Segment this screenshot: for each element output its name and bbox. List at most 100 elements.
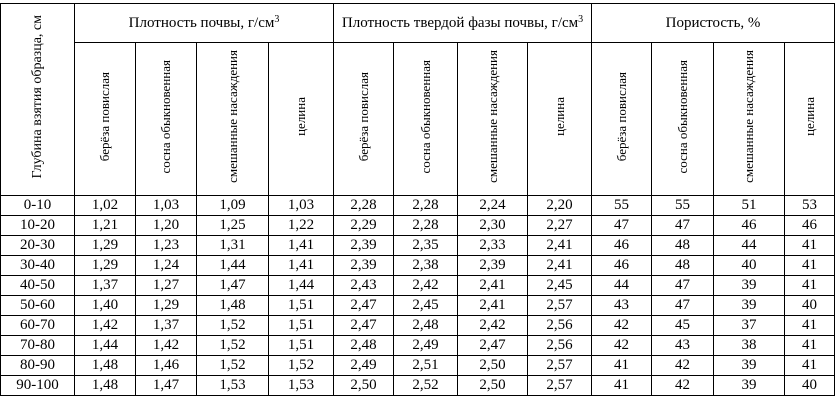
value-cell: 39 <box>713 375 786 396</box>
group-header-porosity: Пористость, % <box>591 3 835 43</box>
value-cell: 2,52 <box>393 375 459 396</box>
table-body: 0-10 1,02 1,03 1,09 1,03 2,28 2,28 2,24 2,20 55 55… <box>0 195 835 396</box>
value-cell: 1,42 <box>74 315 136 336</box>
depth-cell: 0-10 <box>0 195 75 216</box>
subcolumn-label: берёза повислая <box>97 71 112 162</box>
value-cell: 2,42 <box>393 275 459 296</box>
subcolumn-header: смешанные насаждения <box>196 42 269 196</box>
subcolumn-label: сосна обыкновенная <box>674 59 690 174</box>
subcolumn-header: берёза повислая <box>74 42 136 196</box>
value-cell: 47 <box>591 215 653 236</box>
value-cell: 2,51 <box>393 355 459 376</box>
subcolumn-header: смешанные насаждения <box>457 42 529 196</box>
soil-properties-table: Глубина взятия образца, см Плотность поч… <box>0 3 835 396</box>
value-cell: 40 <box>784 375 835 396</box>
value-cell: 2,47 <box>457 335 529 356</box>
value-cell: 41 <box>784 255 835 276</box>
value-cell: 2,49 <box>333 355 395 376</box>
value-cell: 2,50 <box>457 375 529 396</box>
subcolumn-header: берёза повислая <box>333 42 395 196</box>
value-cell: 39 <box>713 355 786 376</box>
value-cell: 2,49 <box>393 335 459 356</box>
table-row: 10-20 1,21 1,20 1,25 1,22 2,29 2,28 2,30 2,27 47 4… <box>0 215 835 236</box>
subcolumn-header: смешанные насаждения <box>713 42 786 196</box>
value-cell: 2,57 <box>527 295 593 316</box>
value-cell: 2,20 <box>527 195 593 216</box>
value-cell: 1,29 <box>74 235 136 256</box>
value-cell: 1,24 <box>135 255 197 276</box>
value-cell: 2,41 <box>457 275 529 296</box>
value-cell: 1,53 <box>267 375 335 396</box>
table-row: 50-60 1,40 1,29 1,48 1,51 2,47 2,45 2,41 2,57 43 4… <box>0 295 835 316</box>
value-cell: 1,31 <box>196 235 269 256</box>
value-cell: 1,40 <box>74 295 136 316</box>
value-cell: 46 <box>784 215 835 236</box>
value-cell: 1,09 <box>196 195 269 216</box>
value-cell: 2,38 <box>393 255 459 276</box>
value-cell: 1,52 <box>196 315 269 336</box>
value-cell: 1,51 <box>267 315 335 336</box>
depth-cell: 50-60 <box>0 295 75 316</box>
value-cell: 2,50 <box>333 375 395 396</box>
subcolumn-label: сосна обыкновенная <box>417 59 433 174</box>
depth-cell: 90-100 <box>0 375 75 396</box>
value-cell: 2,45 <box>527 275 593 296</box>
value-cell: 1,41 <box>267 235 335 256</box>
value-cell: 39 <box>713 275 786 296</box>
value-cell: 41 <box>784 315 835 336</box>
subcolumn-label: берёза повислая <box>355 71 371 162</box>
value-cell: 2,28 <box>333 195 395 216</box>
value-cell: 1,46 <box>135 355 197 376</box>
subcolumn-header-row: берёза повислая сосна обыкновенная смешанн… <box>1 42 835 196</box>
value-cell: 47 <box>651 275 715 296</box>
table-row: 0-10 1,02 1,03 1,09 1,03 2,28 2,28 2,24 2,20 55 55… <box>0 195 835 216</box>
depth-cell: 70-80 <box>0 335 75 356</box>
depth-cell: 60-70 <box>0 315 75 336</box>
subcolumn-label: смешанные насаждения <box>224 50 240 183</box>
value-cell: 1,51 <box>267 335 335 356</box>
value-cell: 55 <box>651 195 715 216</box>
value-cell: 43 <box>651 335 715 356</box>
value-cell: 1,47 <box>196 275 269 296</box>
value-cell: 2,28 <box>393 195 459 216</box>
value-cell: 2,39 <box>333 255 395 276</box>
value-cell: 2,27 <box>527 215 593 236</box>
value-cell: 47 <box>651 215 715 236</box>
value-cell: 1,47 <box>135 375 197 396</box>
value-cell: 1,52 <box>196 355 269 376</box>
value-cell: 2,42 <box>457 315 529 336</box>
subcolumn-label: сосна обыкновенная <box>158 59 173 174</box>
value-cell: 47 <box>651 295 715 316</box>
depth-cell: 40-50 <box>0 275 75 296</box>
value-cell: 2,35 <box>393 235 459 256</box>
subcolumn-header: целина <box>784 42 835 196</box>
table-row: 70-80 1,44 1,42 1,52 1,51 2,48 2,49 2,47 2,56 42 4… <box>0 335 835 356</box>
depth-cell: 80-90 <box>0 355 75 376</box>
subcolumn-header: берёза повислая <box>591 42 653 196</box>
value-cell: 1,03 <box>135 195 197 216</box>
value-cell: 2,47 <box>333 295 395 316</box>
value-cell: 2,28 <box>393 215 459 236</box>
value-cell: 1,03 <box>267 195 335 216</box>
value-cell: 38 <box>713 335 786 356</box>
value-cell: 2,57 <box>527 355 593 376</box>
subcolumn-header: сосна обыкновенная <box>393 42 459 196</box>
value-cell: 2,56 <box>527 335 593 356</box>
value-cell: 48 <box>651 255 715 276</box>
value-cell: 2,30 <box>457 215 529 236</box>
value-cell: 1,29 <box>74 255 136 276</box>
value-cell: 1,42 <box>135 335 197 356</box>
subcolumn-header: сосна обыкновенная <box>135 42 197 196</box>
value-cell: 1,37 <box>135 315 197 336</box>
value-cell: 1,37 <box>74 275 136 296</box>
depth-cell: 20-30 <box>0 235 75 256</box>
subcolumn-label: целина <box>801 97 817 136</box>
value-cell: 51 <box>713 195 786 216</box>
subcolumn-label: целина <box>293 97 308 136</box>
subcolumn-label: смешанные насаждения <box>484 50 500 183</box>
value-cell: 2,50 <box>457 355 529 376</box>
value-cell: 2,47 <box>333 315 395 336</box>
value-cell: 1,44 <box>74 335 136 356</box>
value-cell: 40 <box>784 295 835 316</box>
depth-column-header: Глубина взятия образца, см <box>0 3 75 196</box>
